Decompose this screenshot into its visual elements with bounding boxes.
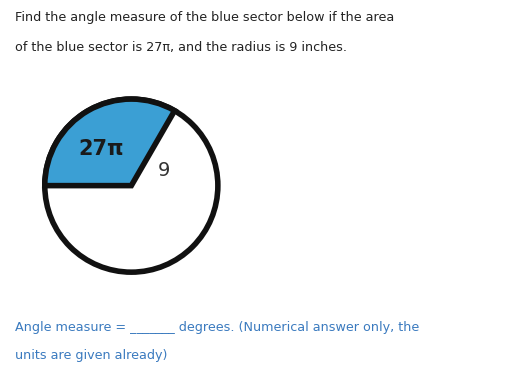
Text: units are given already): units are given already) <box>15 350 168 363</box>
Text: Angle measure = _______ degrees. (Numerical answer only, the: Angle measure = _______ degrees. (Numeri… <box>15 321 420 334</box>
Text: 27π: 27π <box>78 139 124 159</box>
Circle shape <box>45 99 218 272</box>
Wedge shape <box>45 99 175 186</box>
Text: of the blue sector is 27π, and the radius is 9 inches.: of the blue sector is 27π, and the radiu… <box>15 41 348 54</box>
Text: Find the angle measure of the blue sector below if the area: Find the angle measure of the blue secto… <box>15 11 394 24</box>
Text: 9: 9 <box>158 160 170 180</box>
